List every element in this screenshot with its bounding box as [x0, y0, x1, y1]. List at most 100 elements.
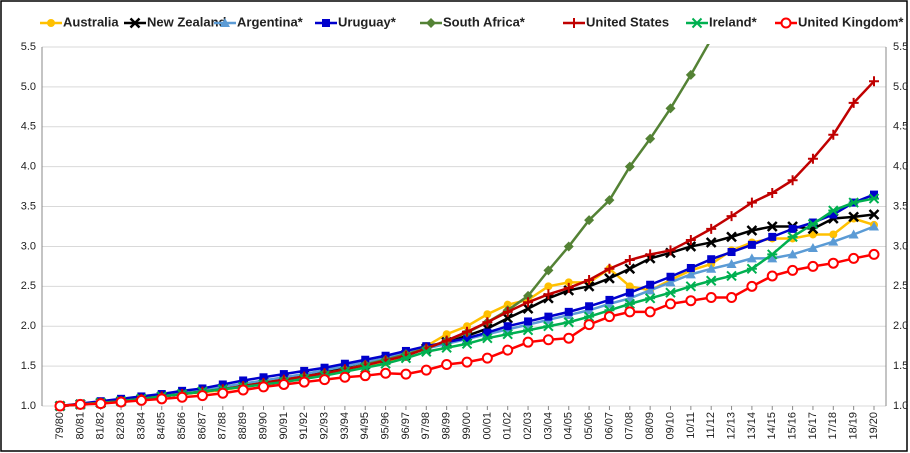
marker: [624, 306, 636, 318]
marker: [239, 376, 248, 385]
marker: [666, 272, 675, 281]
marker: [74, 398, 86, 410]
x-tick-label: 02/03: [522, 412, 534, 440]
marker: [828, 236, 839, 246]
marker: [686, 263, 695, 272]
marker: [766, 221, 778, 232]
y-tick-label: 4.5: [21, 121, 36, 133]
y-tick-label: 3.0: [21, 240, 36, 252]
marker: [463, 322, 471, 331]
marker: [54, 400, 66, 412]
marker: [625, 288, 634, 297]
marker: [828, 129, 839, 140]
marker: [502, 312, 514, 324]
marker: [482, 332, 493, 344]
marker: [787, 175, 798, 186]
marker: [502, 306, 513, 317]
marker: [848, 197, 859, 208]
marker: [196, 390, 208, 402]
marker: [339, 371, 351, 383]
y2-tick-label: 2.0: [893, 320, 908, 332]
marker: [542, 334, 554, 346]
marker: [726, 211, 737, 222]
marker: [624, 161, 635, 172]
marker: [462, 326, 472, 337]
marker: [766, 270, 778, 282]
x-tick-label: 81/82: [95, 412, 107, 440]
marker: [543, 321, 554, 332]
marker: [564, 278, 573, 287]
marker: [400, 368, 412, 380]
x-tick-label: 88/89: [237, 412, 249, 440]
marker: [319, 374, 331, 386]
x-tick-label: 18/19: [848, 412, 860, 440]
marker: [767, 249, 778, 260]
marker: [522, 336, 534, 348]
marker: [726, 270, 737, 282]
marker: [868, 248, 880, 260]
marker: [441, 359, 453, 371]
marker: [503, 322, 512, 331]
y2-tick-label: 4.0: [893, 161, 908, 173]
x-tick-label: 90/91: [278, 412, 290, 440]
legend-label: United Kingdom*: [798, 14, 904, 29]
x-tick-label: 96/97: [400, 412, 412, 440]
x-tick-label: 00/01: [481, 412, 493, 440]
x-tick-label: 11/12: [705, 412, 717, 439]
marker: [788, 224, 797, 233]
marker: [787, 264, 799, 276]
marker: [583, 311, 595, 322]
x-tick-label: 07/08: [624, 412, 636, 440]
marker: [705, 237, 717, 248]
marker: [583, 319, 595, 331]
marker: [95, 398, 107, 410]
marker: [869, 221, 879, 231]
marker: [220, 18, 230, 27]
marker: [523, 297, 534, 308]
x-tick-label: 97/98: [420, 412, 432, 440]
marker: [746, 280, 758, 292]
marker: [711, 44, 712, 45]
y2-tick-label: 5.0: [893, 81, 908, 93]
marker: [705, 275, 717, 286]
marker: [624, 298, 636, 310]
marker: [300, 366, 309, 375]
x-tick-label: 89/90: [257, 412, 269, 440]
marker: [787, 231, 798, 243]
legend-label: Ireland*: [709, 14, 758, 29]
marker: [483, 328, 492, 337]
x-tick-label: 04/05: [563, 412, 575, 440]
marker: [691, 17, 703, 29]
marker: [523, 290, 534, 301]
marker: [426, 18, 436, 28]
marker: [298, 376, 310, 388]
marker: [767, 187, 778, 198]
marker: [380, 367, 392, 379]
x-tick-label: 05/06: [583, 412, 595, 440]
x-tick-label: 09/10: [664, 412, 676, 440]
marker: [624, 255, 635, 266]
marker: [115, 396, 127, 408]
y-tick-label: 2.0: [21, 320, 36, 332]
marker: [645, 285, 656, 295]
marker: [441, 335, 452, 346]
marker: [380, 358, 391, 369]
marker: [646, 280, 655, 289]
marker: [707, 255, 716, 264]
marker: [665, 287, 676, 298]
marker: [848, 252, 860, 264]
marker: [461, 338, 473, 349]
marker: [848, 229, 859, 239]
marker: [829, 210, 838, 219]
marker: [727, 248, 736, 257]
marker: [502, 344, 514, 356]
legend-label: United States: [586, 14, 669, 29]
marker: [768, 232, 777, 241]
marker: [685, 235, 696, 246]
marker: [503, 300, 512, 309]
marker: [278, 378, 290, 390]
marker: [463, 334, 471, 343]
y2-tick-label: 1.5: [893, 360, 908, 372]
marker: [604, 263, 615, 274]
marker: [360, 362, 371, 373]
